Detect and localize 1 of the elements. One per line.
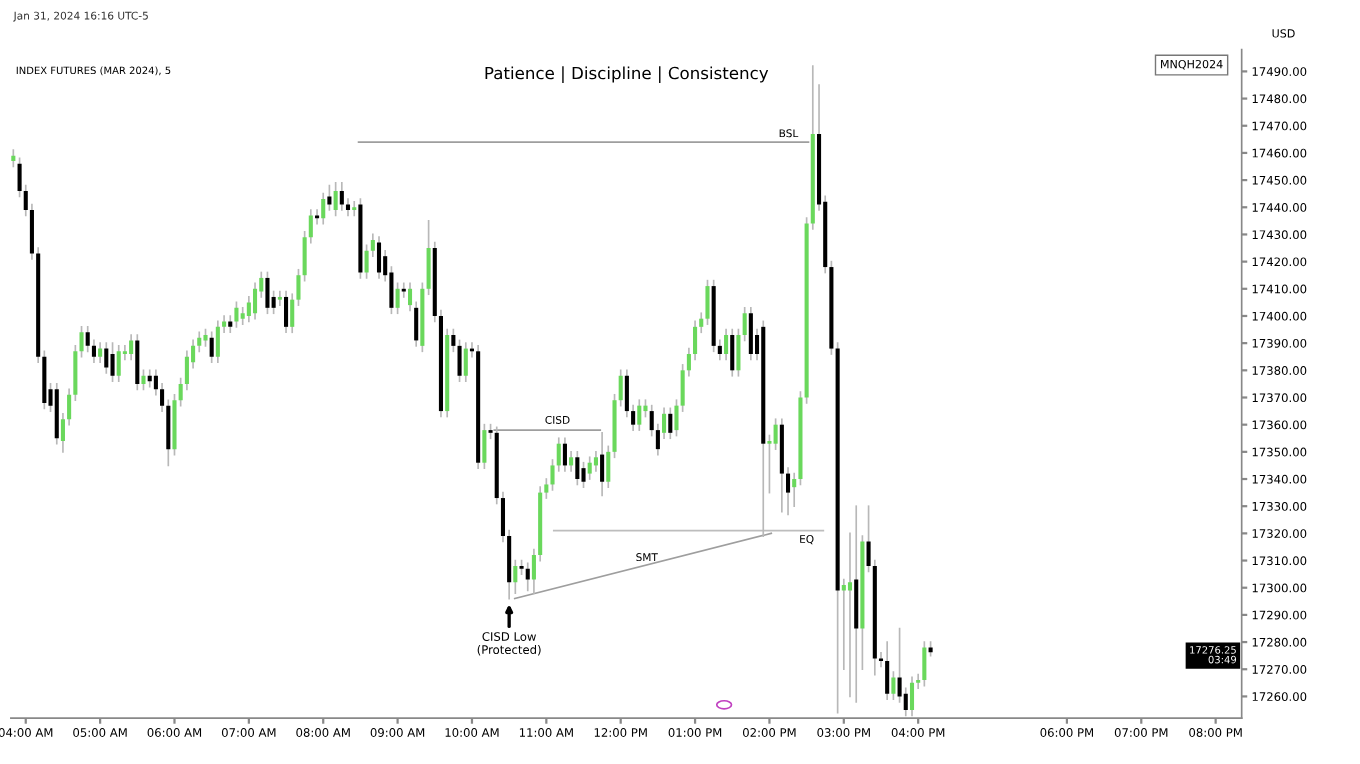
text: Patience | Discipline | Consistency — [485, 66, 769, 84]
